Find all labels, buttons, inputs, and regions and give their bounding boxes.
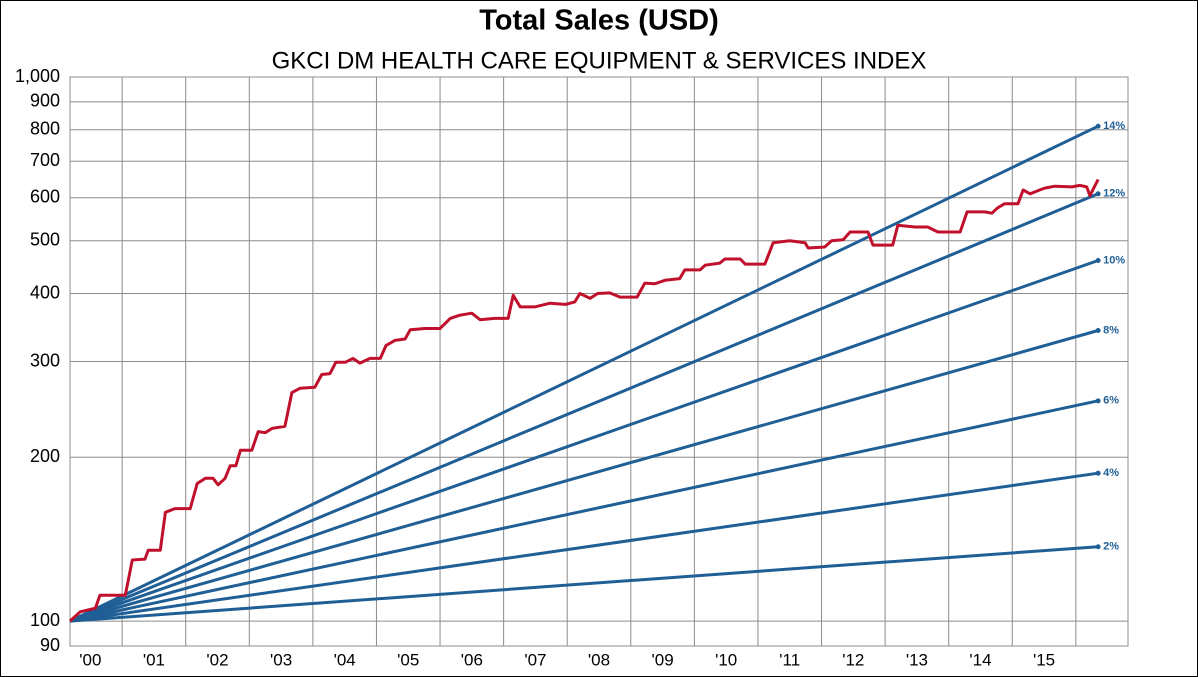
x-tick-label: '12 bbox=[842, 650, 864, 669]
y-tick-label: 300 bbox=[30, 350, 60, 370]
line-end-point bbox=[1095, 123, 1101, 129]
y-tick-label: 900 bbox=[30, 91, 60, 111]
x-tick-label: '10 bbox=[715, 650, 737, 669]
chart-subtitle: GKCI DM HEALTH CARE EQUIPMENT & SERVICES… bbox=[272, 47, 927, 74]
series-line bbox=[69, 259, 1099, 623]
y-tick-label: 500 bbox=[30, 230, 60, 250]
series-line bbox=[69, 399, 1099, 623]
series-label: 14% bbox=[1103, 120, 1125, 132]
series-label: 4% bbox=[1103, 467, 1119, 479]
chart-title: Total Sales (USD) bbox=[479, 5, 719, 37]
line-end-point bbox=[1095, 470, 1101, 476]
y-tick-label: 700 bbox=[30, 150, 60, 170]
y-tick-label: 200 bbox=[30, 446, 60, 466]
x-tick-label: '11 bbox=[779, 650, 800, 669]
y-tick-label: 1,000 bbox=[15, 66, 60, 86]
y-tick-label: 100 bbox=[30, 610, 60, 630]
series-line bbox=[69, 545, 1099, 623]
y-tick-label: 90 bbox=[40, 635, 60, 655]
x-tick-label: '01 bbox=[143, 650, 165, 669]
x-tick-label: '09 bbox=[652, 650, 674, 669]
series-label: 12% bbox=[1103, 188, 1125, 200]
y-tick-label: 400 bbox=[30, 282, 60, 302]
line-end-point bbox=[1095, 191, 1101, 197]
y-tick-label: 800 bbox=[30, 118, 60, 138]
series-line bbox=[69, 124, 1099, 623]
x-tick-label: '05 bbox=[397, 650, 419, 669]
line-end-point bbox=[1095, 328, 1101, 334]
x-tick-label: '02 bbox=[206, 650, 228, 669]
series-line bbox=[68, 178, 1100, 623]
x-tick-label: '04 bbox=[334, 650, 356, 669]
series-label: 6% bbox=[1103, 395, 1119, 407]
x-tick-label: '08 bbox=[588, 650, 610, 669]
series-label: 2% bbox=[1103, 541, 1119, 553]
x-tick-label: '07 bbox=[524, 650, 546, 669]
x-tick-label: '03 bbox=[270, 650, 292, 669]
series-line bbox=[69, 192, 1099, 623]
x-tick-label: '13 bbox=[906, 650, 928, 669]
x-tick-label: '15 bbox=[1033, 650, 1055, 669]
x-tick-label: '14 bbox=[969, 650, 991, 669]
x-tick-label: '00 bbox=[79, 650, 101, 669]
line-end-point bbox=[1095, 257, 1101, 263]
plot-area: 90 100 200 300 400 500 600 700 800 900 1,000 '00 '01… bbox=[15, 66, 1129, 669]
x-tick-label: '06 bbox=[461, 650, 483, 669]
series-line bbox=[69, 471, 1099, 623]
series-label: 8% bbox=[1103, 324, 1119, 336]
series-label: 10% bbox=[1103, 254, 1125, 266]
series-line bbox=[69, 329, 1099, 623]
line-end-point bbox=[1095, 398, 1101, 404]
line-end-point bbox=[1095, 544, 1101, 550]
y-tick-label: 600 bbox=[30, 186, 60, 206]
